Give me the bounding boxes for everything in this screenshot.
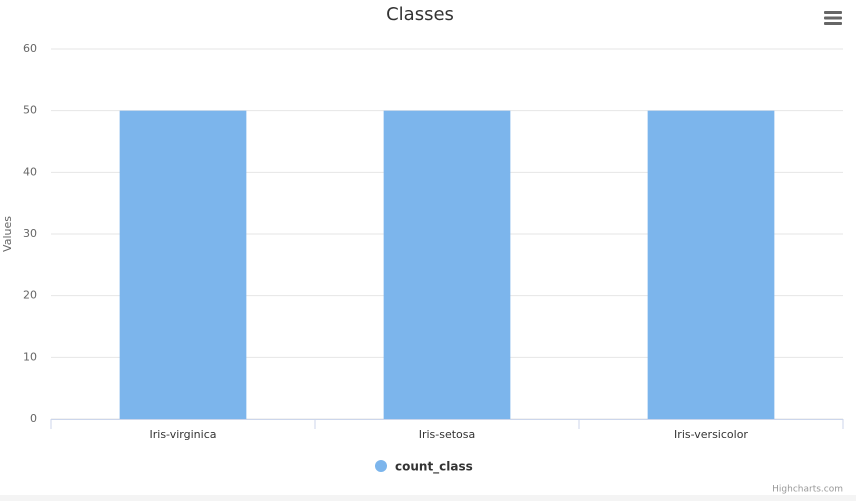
legend-marker[interactable] bbox=[375, 460, 387, 472]
y-tick-label: 40 bbox=[23, 165, 37, 178]
x-tick-label: Iris-versicolor bbox=[674, 428, 748, 441]
bottom-strip bbox=[0, 495, 856, 501]
y-tick-label: 0 bbox=[30, 412, 37, 425]
bar[interactable] bbox=[383, 110, 511, 420]
y-tick-label: 10 bbox=[23, 350, 37, 363]
y-axis-label: Values bbox=[1, 216, 14, 252]
y-tick-label: 60 bbox=[23, 42, 37, 55]
y-tick-label: 20 bbox=[23, 289, 37, 302]
y-tick-label: 30 bbox=[23, 227, 37, 240]
menu-button[interactable] bbox=[824, 11, 842, 25]
x-tick-label: Iris-virginica bbox=[150, 428, 217, 441]
legend-label[interactable]: count_class bbox=[395, 460, 473, 475]
menu-bar bbox=[824, 22, 842, 25]
menu-bar bbox=[824, 11, 842, 14]
credits[interactable]: Highcharts.com bbox=[772, 485, 843, 495]
bar[interactable] bbox=[119, 110, 247, 420]
chart-title: Classes bbox=[386, 4, 454, 25]
y-tick-label: 50 bbox=[23, 104, 37, 117]
x-tick-label: Iris-setosa bbox=[419, 428, 476, 441]
bar[interactable] bbox=[647, 110, 775, 420]
menu-bar bbox=[824, 16, 842, 20]
